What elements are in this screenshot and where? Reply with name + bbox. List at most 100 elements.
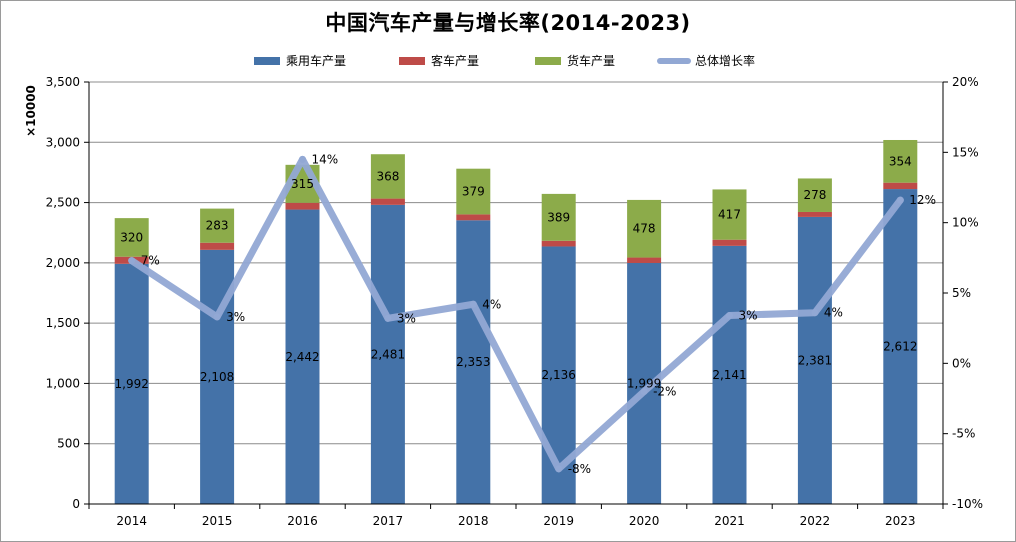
bar-data-label: 417 [718, 208, 741, 222]
bar-segment-3 [797, 178, 832, 212]
bar-data-label: 320 [120, 230, 143, 244]
growth-rate-point [469, 300, 477, 308]
growth-rate-point [640, 387, 648, 395]
y-left-tick-label: 3,500 [46, 75, 80, 89]
bar-segment-3 [883, 139, 918, 183]
y-right-tick-label: 0% [952, 356, 971, 370]
growth-rate-point [128, 257, 136, 265]
bar-data-label: 2,141 [712, 368, 746, 382]
bar-segment-3 [370, 154, 405, 199]
bar-segment-3 [541, 193, 576, 241]
x-tick-label: 2017 [373, 514, 404, 528]
bar-segment-3 [200, 208, 235, 243]
x-tick-label: 2021 [714, 514, 745, 528]
line-data-label: 3% [397, 311, 416, 325]
line-data-label: 12% [909, 193, 936, 207]
bar-data-label: 478 [633, 222, 656, 236]
growth-rate-line [128, 155, 904, 473]
y-left-tick-label: 1,500 [46, 316, 80, 330]
legend-label: 货车产量 [567, 53, 615, 68]
growth-rate-point [896, 196, 904, 204]
bar-segment-2 [456, 214, 491, 221]
bar-segment-2 [712, 239, 747, 246]
bar-data-label: 2,381 [798, 353, 832, 367]
growth-rate-point [811, 309, 819, 317]
axis-layer: 0 500 1,000 1,500 2,000 2,500 3,000 3,500 -10% -5… [24, 75, 983, 528]
bar-segment-3 [712, 189, 747, 240]
legend-label: 客车产量 [431, 53, 479, 68]
legend-swatch [399, 57, 425, 65]
bar-segment-2 [627, 257, 662, 263]
line-data-label: 14% [312, 152, 339, 166]
x-tick-label: 2019 [543, 514, 574, 528]
bar-segment-1 [114, 263, 149, 504]
bar-segment-1 [883, 189, 918, 504]
chart-title: 中国汽车产量与增长率(2014-2023) [325, 11, 691, 35]
bar-data-label: 2,612 [883, 340, 917, 354]
bar-segment-2 [883, 182, 918, 190]
bar-data-label: 2,136 [542, 368, 576, 382]
label-layer: 1,992 2,108 2,442 2,481 2,353 2,136 1,999 2,141… [115, 152, 936, 475]
x-tick-label: 2020 [629, 514, 660, 528]
bar-data-label: 1,992 [115, 377, 149, 391]
line-data-label: -8% [568, 462, 591, 476]
x-tick-label: 2015 [202, 514, 233, 528]
x-tick-label: 2023 [885, 514, 916, 528]
bar-data-label: 2,353 [456, 355, 490, 369]
bar-data-label: 283 [206, 219, 229, 233]
bar-segment-1 [712, 245, 747, 504]
line-data-label: 4% [824, 306, 843, 320]
bar-data-label: 354 [889, 154, 912, 168]
growth-rate-point [213, 313, 221, 321]
bar-data-label: 2,442 [285, 350, 319, 364]
bar-segment-3 [627, 199, 662, 258]
bar-segment-2 [541, 240, 576, 247]
y-right-tick-label: 10% [952, 216, 979, 230]
bar-segment-2 [370, 198, 405, 205]
line-data-label: 7% [141, 254, 160, 268]
bar-layer [114, 139, 918, 505]
bar-data-label: 389 [547, 210, 570, 224]
bar-segment-2 [797, 211, 832, 217]
y-right-tick-label: 5% [952, 286, 971, 300]
y-right-tick-label: 20% [952, 75, 979, 89]
legend-swatch [254, 57, 280, 65]
growth-rate-point [555, 465, 563, 473]
bar-data-label: 379 [462, 185, 485, 199]
bar-segment-1 [370, 204, 405, 504]
growth-rate-point [299, 155, 306, 163]
bar-data-label: 368 [376, 169, 399, 183]
bar-data-label: 1,999 [627, 376, 661, 390]
x-tick-label: 2014 [116, 514, 147, 528]
growth-rate-point [726, 312, 733, 320]
bar-segment-2 [285, 202, 320, 210]
legend: 乘用车产量 客车产量 货车产量 总体增长率 [254, 53, 755, 68]
y-left-tick-label: 3,000 [46, 135, 80, 149]
legend-label: 总体增长率 [695, 53, 755, 68]
y-left-tick-label: 2,500 [46, 196, 80, 210]
bar-data-label: 2,108 [200, 370, 234, 384]
y-left-tick-label: 0 [72, 497, 80, 511]
y-left-tick-label: 1,000 [46, 376, 80, 390]
x-tick-label: 2022 [800, 514, 831, 528]
line-data-label: 3% [739, 309, 758, 323]
line-data-label: -2% [653, 384, 676, 398]
bar-data-label: 278 [803, 188, 826, 202]
bar-segment-1 [456, 220, 491, 505]
bar-segment-2 [200, 242, 235, 250]
growth-rate-point [384, 314, 392, 322]
line-layer [128, 155, 904, 473]
line-data-label: 4% [482, 297, 501, 311]
legend-swatch [535, 57, 561, 65]
bar-segment-1 [285, 209, 320, 504]
x-tick-label: 2016 [287, 514, 318, 528]
bar-segment-3 [456, 168, 491, 215]
bar-data-label: 2,481 [371, 347, 405, 361]
bar-data-label: 315 [291, 177, 314, 191]
line-data-label: 3% [226, 310, 245, 324]
y-right-tick-label: -10% [952, 497, 983, 511]
legend-label: 乘用车产量 [286, 53, 346, 68]
y-right-tick-label: -5% [952, 427, 975, 441]
